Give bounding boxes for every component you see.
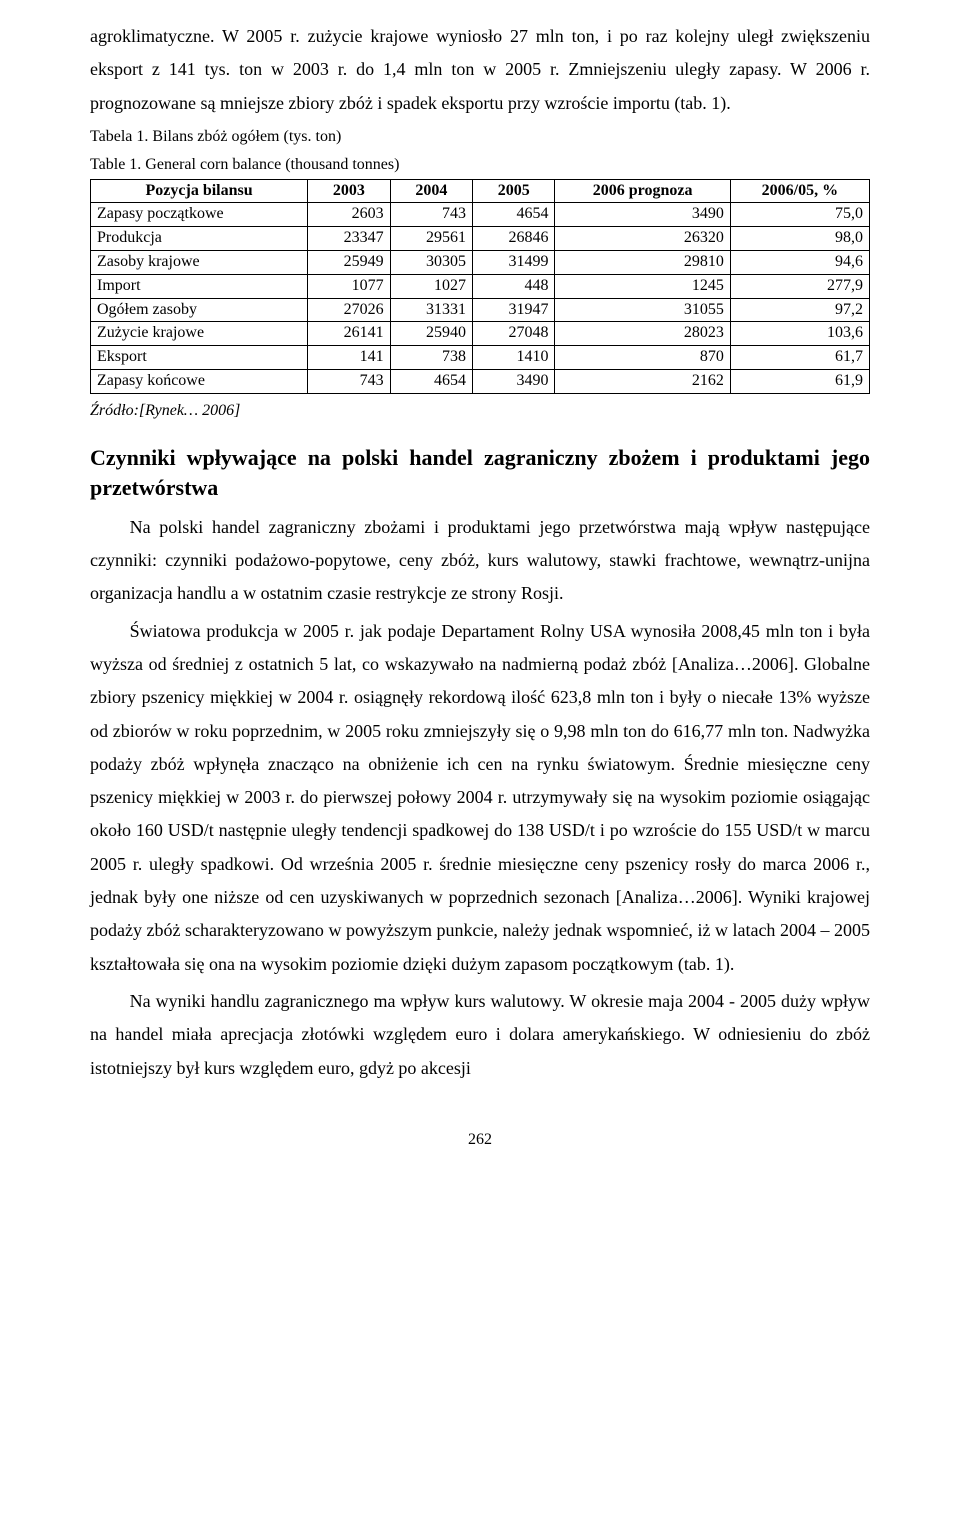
table-cell: 26141 (308, 322, 390, 346)
table-cell: 1077 (308, 274, 390, 298)
table-cell: 75,0 (730, 203, 869, 227)
table-cell: 141 (308, 346, 390, 370)
table1-caption-pl: Tabela 1. Bilans zbóż ogółem (tys. ton) (90, 126, 870, 148)
table-cell: 61,9 (730, 370, 869, 394)
table1-col-5: 2006/05, % (730, 179, 869, 203)
table1: Pozycja bilansu 2003 2004 2005 2006 prog… (90, 179, 870, 394)
table-row: Eksport141738141087061,7 (91, 346, 870, 370)
table-cell: 26320 (555, 227, 730, 251)
table-cell: 28023 (555, 322, 730, 346)
section-p3: Na wyniki handlu zagranicznego ma wpływ … (90, 985, 870, 1085)
table-cell: 743 (390, 203, 472, 227)
table-cell: Zasoby krajowe (91, 251, 308, 275)
table-cell: 98,0 (730, 227, 869, 251)
table-cell: Produkcja (91, 227, 308, 251)
table-cell: 103,6 (730, 322, 869, 346)
table-cell: 26846 (473, 227, 555, 251)
table-cell: Import (91, 274, 308, 298)
table-cell: 94,6 (730, 251, 869, 275)
table-cell: 31499 (473, 251, 555, 275)
table-cell: 1027 (390, 274, 472, 298)
table-cell: Ogółem zasoby (91, 298, 308, 322)
table1-col-1: 2003 (308, 179, 390, 203)
table-row: Zużycie krajowe26141259402704828023103,6 (91, 322, 870, 346)
table-cell: 29561 (390, 227, 472, 251)
table-cell: 1245 (555, 274, 730, 298)
table1-col-2: 2004 (390, 179, 472, 203)
table1-col-4: 2006 prognoza (555, 179, 730, 203)
table-cell: 3490 (473, 370, 555, 394)
table-cell: 2162 (555, 370, 730, 394)
table1-header-row: Pozycja bilansu 2003 2004 2005 2006 prog… (91, 179, 870, 203)
table-cell: Eksport (91, 346, 308, 370)
table-cell: 97,2 (730, 298, 869, 322)
table-cell: 23347 (308, 227, 390, 251)
table-row: Import107710274481245277,9 (91, 274, 870, 298)
table-cell: 743 (308, 370, 390, 394)
table-row: Zapasy końcowe74346543490216261,9 (91, 370, 870, 394)
table-cell: 3490 (555, 203, 730, 227)
table-cell: 4654 (390, 370, 472, 394)
table-cell: 30305 (390, 251, 472, 275)
table-cell: 277,9 (730, 274, 869, 298)
section-p1: Na polski handel zagraniczny zbożami i p… (90, 511, 870, 611)
table-cell: Zapasy końcowe (91, 370, 308, 394)
table1-col-0: Pozycja bilansu (91, 179, 308, 203)
page-number: 262 (90, 1125, 870, 1155)
section-heading: Czynniki wpływające na polski handel zag… (90, 443, 870, 502)
table-cell: 4654 (473, 203, 555, 227)
table-cell: 61,7 (730, 346, 869, 370)
table1-source: Źródło:[Rynek… 2006] (90, 396, 870, 426)
table-row: Produkcja2334729561268462632098,0 (91, 227, 870, 251)
intro-paragraph: agroklimatyczne. W 2005 r. zużycie krajo… (90, 20, 870, 120)
table1-col-3: 2005 (473, 179, 555, 203)
table-cell: 31947 (473, 298, 555, 322)
table-row: Zasoby krajowe2594930305314992981094,6 (91, 251, 870, 275)
table-cell: 1410 (473, 346, 555, 370)
table-cell: 448 (473, 274, 555, 298)
table-cell: 27026 (308, 298, 390, 322)
table-cell: 2603 (308, 203, 390, 227)
table1-caption-en: Table 1. General corn balance (thousand … (90, 154, 870, 176)
table-row: Ogółem zasoby2702631331319473105597,2 (91, 298, 870, 322)
table-row: Zapasy początkowe26037434654349075,0 (91, 203, 870, 227)
table-cell: 31055 (555, 298, 730, 322)
table-cell: 25940 (390, 322, 472, 346)
table-cell: 870 (555, 346, 730, 370)
table-cell: Zapasy początkowe (91, 203, 308, 227)
table-cell: 25949 (308, 251, 390, 275)
table-cell: Zużycie krajowe (91, 322, 308, 346)
table-cell: 738 (390, 346, 472, 370)
table-cell: 27048 (473, 322, 555, 346)
table-cell: 31331 (390, 298, 472, 322)
table-cell: 29810 (555, 251, 730, 275)
section-p2: Światowa produkcja w 2005 r. jak podaje … (90, 615, 870, 981)
